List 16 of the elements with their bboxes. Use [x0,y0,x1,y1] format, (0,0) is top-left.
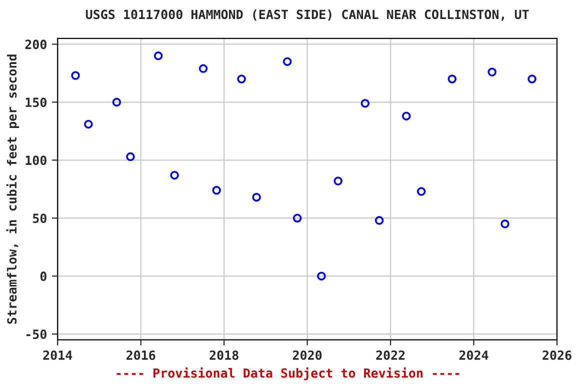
x-tick-label: 2024 [459,350,488,360]
x-tick-label: 2014 [43,350,72,360]
y-tick-label: 50 [33,214,46,224]
y-axis-title: Streamflow, in cubic feet per second [6,54,20,324]
y-tick-label: -50 [26,330,46,339]
y-tick-label: 150 [26,98,46,108]
chart-title: USGS 10117000 HAMMOND (EAST SIDE) CANAL NEAR COLLINSTON, UT [86,9,529,21]
y-tick-label: 100 [26,156,46,166]
x-tick-label: 2018 [210,350,238,360]
x-tick-label: 2026 [542,350,572,360]
y-tick-label: 0 [40,272,46,281]
x-tick-label: 2020 [292,350,322,360]
y-tick-label: 200 [25,40,46,50]
text: ---- Provisional Data Subject to Revision ---- [116,367,460,380]
x-tick-label: 2022 [376,350,405,360]
x-tick-label: 2016 [126,350,156,360]
